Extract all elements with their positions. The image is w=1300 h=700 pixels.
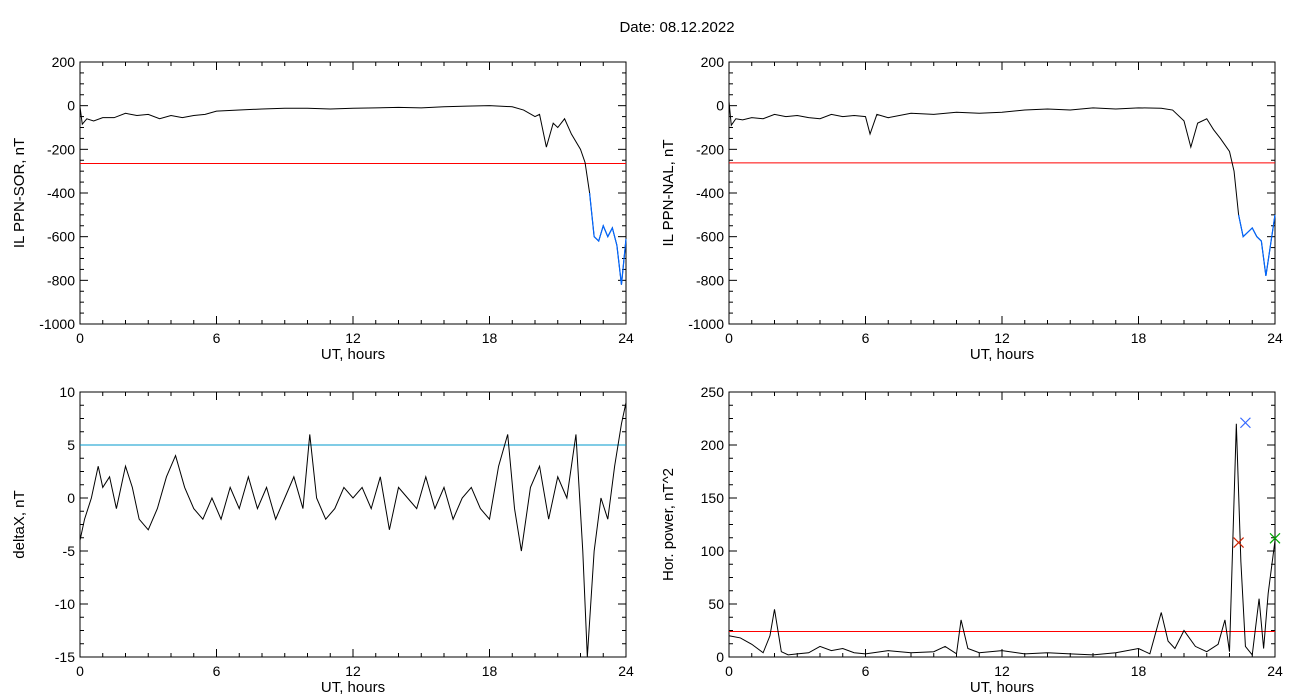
y-tick-label: 50 xyxy=(708,596,724,612)
y-tick-label: -400 xyxy=(47,185,75,201)
x-tick-label: 6 xyxy=(213,330,221,346)
x-tick-label: 6 xyxy=(862,663,870,679)
date-title: Date: 08.12.2022 xyxy=(619,19,735,36)
chart-3: 0 6 12 18 24 10 5 0 -5 -10 -15 UT, hours deltaX, nT xyxy=(11,384,634,696)
marker-cross xyxy=(1240,417,1251,429)
y-tick-label: 0 xyxy=(716,649,724,665)
y-axis-label: Hor. power, nT^2 xyxy=(660,468,677,581)
y-tick-label: 5 xyxy=(67,437,75,453)
plot-frame xyxy=(728,391,1276,658)
y-tick-label: 250 xyxy=(701,384,725,400)
x-tick-label: 0 xyxy=(725,663,733,679)
plot-frame xyxy=(79,61,627,325)
y-tick-label: -15 xyxy=(55,649,75,665)
marker-stroke xyxy=(1269,532,1281,544)
x-tick-label: 12 xyxy=(994,330,1010,346)
x-tick-label: 0 xyxy=(725,330,733,346)
series-line xyxy=(79,402,627,658)
x-tick-label: 18 xyxy=(1131,330,1147,346)
x-tick-label: 24 xyxy=(1267,330,1283,346)
plot-frame xyxy=(79,391,627,658)
x-tick-label: 12 xyxy=(345,663,361,679)
chart-4: 0 6 12 18 24 250 200 150 100 50 0 UT, hours Hor. pow… xyxy=(660,384,1283,696)
marker-stroke xyxy=(1233,537,1245,548)
x-tick-label: 18 xyxy=(1131,663,1147,679)
y-tick-label: 10 xyxy=(59,384,75,400)
chart-2: 0 6 12 18 24 200 0 -200 -400 -600 -800 -1000 UT, hou… xyxy=(660,54,1283,363)
marker-cross xyxy=(1233,537,1245,548)
chart-1: 0 6 12 18 24 200 0 -200 -400 -600 -800 -1000 UT, hou… xyxy=(11,54,634,363)
x-axis-label: UT, hours xyxy=(321,679,385,696)
y-tick-label: 100 xyxy=(701,543,725,559)
y-tick-label: -800 xyxy=(47,272,75,288)
y-tick-label: -200 xyxy=(47,141,75,157)
marker-stroke xyxy=(1240,417,1251,429)
series-highlight xyxy=(1238,214,1276,277)
y-tick-label: 0 xyxy=(67,490,75,506)
y-tick-label: 200 xyxy=(701,437,725,453)
marker-cross xyxy=(1269,532,1281,544)
series-line xyxy=(728,101,1276,277)
y-tick-label: -600 xyxy=(47,229,75,245)
y-tick-label: 200 xyxy=(701,54,725,70)
y-tick-label: -600 xyxy=(696,229,724,245)
x-tick-label: 24 xyxy=(1267,663,1283,679)
y-tick-label: -1000 xyxy=(39,316,75,332)
x-tick-label: 12 xyxy=(994,663,1010,679)
series-line xyxy=(728,423,1276,657)
x-tick-label: 18 xyxy=(482,663,498,679)
plot-frame xyxy=(728,61,1276,325)
y-tick-label: 200 xyxy=(52,54,76,70)
y-tick-label: -1000 xyxy=(688,316,724,332)
x-tick-label: 18 xyxy=(482,330,498,346)
y-tick-label: 0 xyxy=(716,98,724,114)
x-tick-label: 0 xyxy=(76,663,84,679)
y-tick-label: 0 xyxy=(67,98,75,114)
series-highlight xyxy=(589,192,627,285)
x-axis-label: UT, hours xyxy=(970,679,1034,696)
x-axis-label: UT, hours xyxy=(321,346,385,363)
y-tick-label: -400 xyxy=(696,185,724,201)
y-axis-label: IL PPN-SOR, nT xyxy=(11,138,28,248)
x-axis-label: UT, hours xyxy=(970,346,1034,363)
y-tick-label: -800 xyxy=(696,272,724,288)
y-tick-label: 150 xyxy=(701,490,725,506)
x-tick-label: 6 xyxy=(862,330,870,346)
x-tick-label: 24 xyxy=(618,330,634,346)
x-tick-label: 6 xyxy=(213,663,221,679)
y-axis-label: IL PPN-NAL, nT xyxy=(660,140,677,247)
x-tick-label: 24 xyxy=(618,663,634,679)
series-line xyxy=(79,105,627,285)
y-tick-label: -5 xyxy=(63,543,76,559)
x-tick-label: 12 xyxy=(345,330,361,346)
y-axis-label: deltaX, nT xyxy=(11,490,28,558)
x-tick-label: 0 xyxy=(76,330,84,346)
y-tick-label: -200 xyxy=(696,141,724,157)
y-tick-label: -10 xyxy=(55,596,75,612)
